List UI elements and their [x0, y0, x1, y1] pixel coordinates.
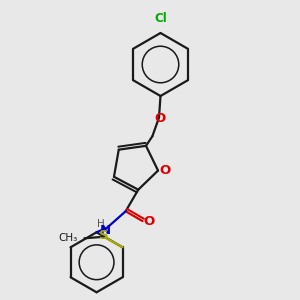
Text: O: O: [154, 112, 165, 125]
Text: S: S: [98, 229, 108, 242]
Text: Cl: Cl: [154, 12, 167, 25]
Text: N: N: [100, 224, 111, 237]
Text: H: H: [97, 219, 104, 229]
Text: CH₃: CH₃: [58, 233, 78, 243]
Text: O: O: [143, 214, 155, 228]
Text: O: O: [159, 164, 170, 177]
